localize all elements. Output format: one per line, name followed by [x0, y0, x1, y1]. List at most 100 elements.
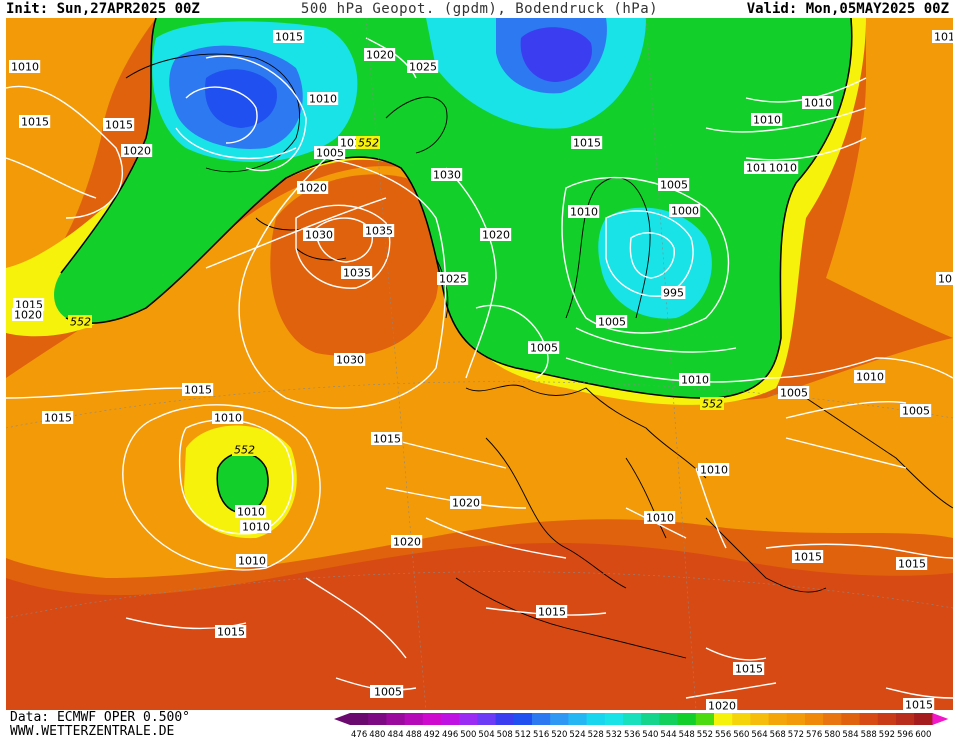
- geopotential-label: 552: [356, 136, 380, 150]
- field-dark-orange-high: [270, 174, 440, 356]
- scale-cell: [896, 713, 915, 725]
- svg-text:1030: 1030: [336, 354, 364, 367]
- scale-cell: [441, 713, 460, 725]
- pressure-label: 1035: [341, 266, 373, 280]
- weather-map: 1015 1020 1010 1025 1015 1010 1015 1005 1010 1010…: [6, 18, 953, 710]
- scale-cell: [368, 713, 387, 725]
- svg-text:1030: 1030: [433, 169, 461, 182]
- header-bar: Init: Sun,27APR2025 00Z 500 hPa Geopot. …: [0, 0, 959, 18]
- pressure-label: 1020: [297, 181, 329, 195]
- contour-552: [60, 18, 853, 399]
- svg-text:1010: 1010: [856, 371, 884, 384]
- svg-text:552: 552: [702, 398, 723, 411]
- scale-tick-label: 536: [624, 730, 640, 739]
- pressure-label: 1005: [528, 341, 560, 355]
- svg-text:1005: 1005: [374, 686, 402, 699]
- geopotential-label: 552: [700, 397, 724, 411]
- pressure-label: 1030: [431, 168, 463, 182]
- scale-cell: [550, 713, 569, 725]
- svg-text:1005: 1005: [530, 342, 558, 355]
- scale-cell: [623, 713, 642, 725]
- geopotential-label: 552: [232, 443, 256, 457]
- scale-tick-label: 528: [588, 730, 604, 739]
- scale-cell: [859, 713, 879, 725]
- pressure-label: 1015: [103, 118, 135, 132]
- svg-text:1020: 1020: [482, 229, 510, 242]
- pressure-label: 1005: [900, 404, 932, 418]
- pressure-label: 1020: [121, 144, 153, 158]
- svg-text:1015: 1015: [905, 699, 933, 711]
- scale-tick-label: 564: [751, 730, 767, 739]
- svg-text:1005: 1005: [598, 316, 626, 329]
- scale-tick-label: 600: [915, 730, 931, 739]
- svg-text:1010: 1010: [804, 97, 832, 110]
- pressure-label: 1005: [778, 386, 810, 400]
- svg-text:1030: 1030: [305, 229, 333, 242]
- pressure-label: 1010: [644, 511, 676, 525]
- scale-cell: [877, 713, 897, 725]
- scale-tick-label: 496: [442, 730, 458, 739]
- svg-text:1015: 1015: [105, 119, 133, 132]
- map-title: 500 hPa Geopot. (gpdm), Bodendruck (hPa): [300, 1, 659, 17]
- svg-text:1020: 1020: [299, 182, 327, 195]
- svg-text:1010: 1010: [214, 412, 242, 425]
- svg-text:1010: 1010: [237, 506, 265, 519]
- svg-text:1020: 1020: [123, 145, 151, 158]
- pressure-label: 1005: [596, 315, 628, 329]
- svg-text:1035: 1035: [365, 225, 393, 238]
- scale-cell: [659, 713, 679, 725]
- footer-bar: Data: ECMWF OPER 0.500° WWW.WETTERZENTRA…: [0, 710, 959, 741]
- scale-tick-label: 520: [551, 730, 567, 739]
- pressure-label: 1015: [273, 30, 305, 44]
- svg-text:1015: 1015: [794, 551, 822, 564]
- svg-text:1020: 1020: [14, 309, 42, 322]
- scale-arrow-left: [334, 713, 350, 725]
- svg-text:1000: 1000: [671, 205, 699, 218]
- svg-text:1015: 1015: [275, 31, 303, 44]
- svg-text:1020: 1020: [393, 536, 421, 549]
- pressure-label: 1010: [698, 463, 730, 477]
- pressure-label: 1010: [679, 373, 711, 387]
- init-time-label: Init: Sun,27APR2025 00Z: [6, 1, 200, 17]
- scale-cell: [677, 713, 697, 725]
- svg-text:1015: 1015: [934, 31, 953, 44]
- scale-tick-label: 592: [879, 730, 895, 739]
- field-blue-greenland-core: [205, 69, 277, 128]
- pressure-label: 1020: [480, 228, 512, 242]
- color-scale: 476 480 484 488 492 496 500 504 508 512 516 520 524 5…: [334, 713, 949, 739]
- scale-tick-label: 588: [861, 730, 877, 739]
- pressure-label: 1010: [802, 96, 834, 110]
- scale-cell: [386, 713, 406, 725]
- svg-text:552: 552: [234, 444, 255, 457]
- scale-cell: [495, 713, 515, 725]
- isobars: [6, 37, 953, 699]
- pressure-label: 1015: [536, 605, 568, 619]
- svg-text:1010: 1010: [753, 114, 781, 127]
- scale-tick-label: 544: [660, 730, 676, 739]
- valid-time-label: Valid: Mon,05MAY2025 00Z: [746, 1, 949, 17]
- pressure-label: 1010: [236, 554, 268, 568]
- scale-tick-label: 516: [533, 730, 549, 739]
- scale-tick-label: 480: [369, 730, 385, 739]
- map-labels: 1015 1020 1010 1025 1015 1010 1015 1005 1010 1010…: [9, 30, 953, 710]
- svg-text:1010: 1010: [309, 93, 337, 106]
- svg-text:1015: 1015: [44, 412, 72, 425]
- scale-tick-label: 508: [497, 730, 513, 739]
- scale-cell: [586, 713, 606, 725]
- pressure-label: 1025: [407, 60, 439, 74]
- pressure-label: 1015: [182, 383, 214, 397]
- coastlines: [125, 53, 953, 659]
- scale-tick-label: 500: [460, 730, 476, 739]
- data-source-block: Data: ECMWF OPER 0.500° WWW.WETTERZENTRA…: [10, 711, 190, 739]
- field-green-cutoff: [217, 453, 268, 513]
- svg-text:1010: 1010: [681, 374, 709, 387]
- svg-text:1020: 1020: [366, 49, 394, 62]
- svg-text:995: 995: [663, 287, 684, 300]
- field-orange-west: [6, 18, 156, 298]
- scale-tick-label: 548: [679, 730, 695, 739]
- scale-cell: [532, 713, 551, 725]
- pressure-label: 1010: [9, 60, 41, 74]
- scale-tick-label: 512: [515, 730, 531, 739]
- scale-cell: [768, 713, 788, 725]
- website-label: WWW.WETTERZENTRALE.DE: [10, 724, 175, 739]
